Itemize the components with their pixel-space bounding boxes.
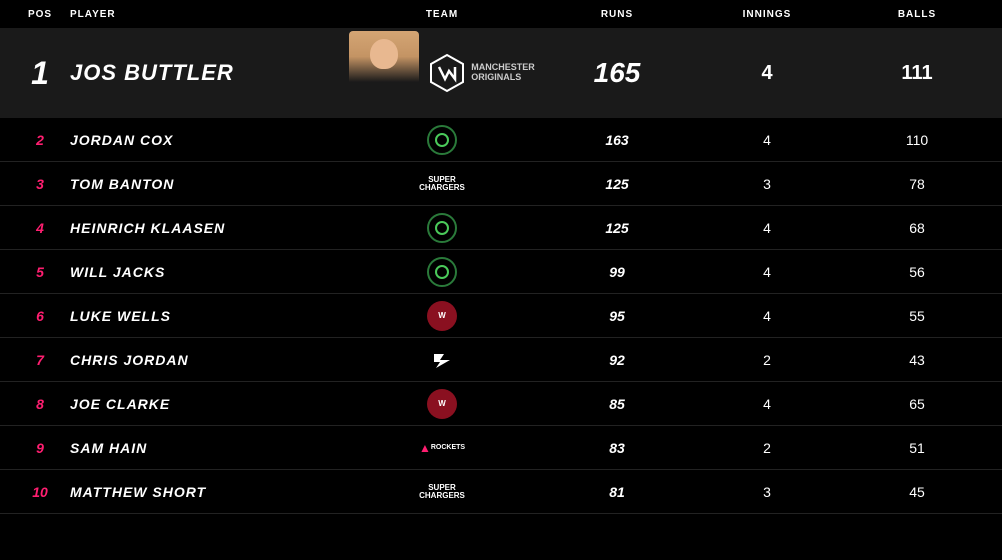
row-runs: 99 xyxy=(542,264,692,280)
table-row[interactable]: 6LUKE WELLS W 95455 xyxy=(0,294,1002,338)
manchester-originals-icon xyxy=(427,53,467,93)
row-player-name: WILL JACKS xyxy=(70,264,342,280)
row-player-name: JOE CLARKE xyxy=(70,396,342,412)
row-player-name: JORDAN COX xyxy=(70,132,342,148)
table-row[interactable]: 8JOE CLARKE W 85465 xyxy=(0,382,1002,426)
featured-player-name: JOS BUTTLER xyxy=(70,60,342,86)
table-header: POS PLAYER TEAM RUNS INNINGS BALLS xyxy=(0,0,1002,28)
welsh-fire-icon: W xyxy=(427,389,457,419)
row-pos: 9 xyxy=(10,440,70,456)
row-balls: 110 xyxy=(842,132,992,148)
superchargers-icon: SUPERCHARGERS xyxy=(427,169,457,199)
row-innings: 4 xyxy=(692,132,842,148)
featured-innings: 4 xyxy=(692,62,842,85)
row-pos: 6 xyxy=(10,308,70,324)
row-balls: 65 xyxy=(842,396,992,412)
row-runs: 81 xyxy=(542,484,692,500)
row-innings: 2 xyxy=(692,352,842,368)
row-runs: 95 xyxy=(542,308,692,324)
row-team: SUPERCHARGERS xyxy=(342,169,542,199)
featured-pos: 1 xyxy=(10,55,70,92)
row-pos: 4 xyxy=(10,220,70,236)
row-innings: 4 xyxy=(692,220,842,236)
row-player-name: CHRIS JORDAN xyxy=(70,352,342,368)
row-player-name: MATTHEW SHORT xyxy=(70,484,342,500)
row-balls: 68 xyxy=(842,220,992,236)
trent-rockets-icon: ROCKETS xyxy=(427,433,457,463)
oval-invincibles-icon xyxy=(427,257,457,287)
header-innings: INNINGS xyxy=(692,9,842,20)
featured-balls: 111 xyxy=(842,62,992,85)
table-row[interactable]: 2JORDAN COX 1634110 xyxy=(0,118,1002,162)
header-balls: BALLS xyxy=(842,9,992,20)
header-pos: POS xyxy=(10,9,70,20)
row-runs: 83 xyxy=(542,440,692,456)
row-innings: 4 xyxy=(692,264,842,280)
table-row[interactable]: 4HEINRICH KLAASEN125468 xyxy=(0,206,1002,250)
row-balls: 55 xyxy=(842,308,992,324)
row-innings: 3 xyxy=(692,484,842,500)
row-pos: 8 xyxy=(10,396,70,412)
featured-runs: 165 xyxy=(542,57,692,89)
featured-player-photo xyxy=(349,31,419,116)
row-balls: 51 xyxy=(842,440,992,456)
header-team: TEAM xyxy=(342,9,542,20)
row-team xyxy=(342,257,542,287)
featured-team: MANCHESTER ORIGINALS xyxy=(342,31,542,116)
featured-team-name: MANCHESTER ORIGINALS xyxy=(471,63,535,83)
row-pos: 3 xyxy=(10,176,70,192)
oval-invincibles-icon xyxy=(427,125,457,155)
row-pos: 10 xyxy=(10,484,70,500)
row-runs: 125 xyxy=(542,176,692,192)
row-team: SUPERCHARGERS xyxy=(342,477,542,507)
row-team: ROCKETS xyxy=(342,433,542,463)
row-pos: 5 xyxy=(10,264,70,280)
row-player-name: LUKE WELLS xyxy=(70,308,342,324)
row-player-name: TOM BANTON xyxy=(70,176,342,192)
row-pos: 7 xyxy=(10,352,70,368)
row-team: W xyxy=(342,389,542,419)
row-innings: 3 xyxy=(692,176,842,192)
table-body: 2JORDAN COX16341103TOM BANTONSUPERCHARGE… xyxy=(0,118,1002,514)
table-row[interactable]: 3TOM BANTONSUPERCHARGERS125378 xyxy=(0,162,1002,206)
row-runs: 85 xyxy=(542,396,692,412)
leaderboard-table: POS PLAYER TEAM RUNS INNINGS BALLS 1 JOS… xyxy=(0,0,1002,514)
header-runs: RUNS xyxy=(542,9,692,20)
row-runs: 125 xyxy=(542,220,692,236)
featured-row[interactable]: 1 JOS BUTTLER MANCHESTER ORIGINALS 165 4… xyxy=(0,28,1002,118)
row-innings: 4 xyxy=(692,396,842,412)
featured-team-logo: MANCHESTER ORIGINALS xyxy=(427,53,535,93)
row-team xyxy=(342,125,542,155)
row-runs: 163 xyxy=(542,132,692,148)
table-row[interactable]: 7CHRIS JORDAN 92243 xyxy=(0,338,1002,382)
row-balls: 56 xyxy=(842,264,992,280)
row-team xyxy=(342,213,542,243)
welsh-fire-icon: W xyxy=(427,301,457,331)
row-innings: 2 xyxy=(692,440,842,456)
superchargers-icon: SUPERCHARGERS xyxy=(427,477,457,507)
table-row[interactable]: 10MATTHEW SHORT SUPERCHARGERS 81345 xyxy=(0,470,1002,514)
table-row[interactable]: 9SAM HAIN ROCKETS 83251 xyxy=(0,426,1002,470)
southern-brave-icon xyxy=(427,345,457,375)
row-balls: 43 xyxy=(842,352,992,368)
row-team: W xyxy=(342,301,542,331)
row-player-name: SAM HAIN xyxy=(70,440,342,456)
oval-invincibles-icon xyxy=(427,213,457,243)
row-player-name: HEINRICH KLAASEN xyxy=(70,220,342,236)
row-team xyxy=(342,345,542,375)
row-innings: 4 xyxy=(692,308,842,324)
row-runs: 92 xyxy=(542,352,692,368)
row-pos: 2 xyxy=(10,132,70,148)
row-balls: 45 xyxy=(842,484,992,500)
table-row[interactable]: 5WILL JACKS 99456 xyxy=(0,250,1002,294)
row-balls: 78 xyxy=(842,176,992,192)
header-player: PLAYER xyxy=(70,9,342,20)
